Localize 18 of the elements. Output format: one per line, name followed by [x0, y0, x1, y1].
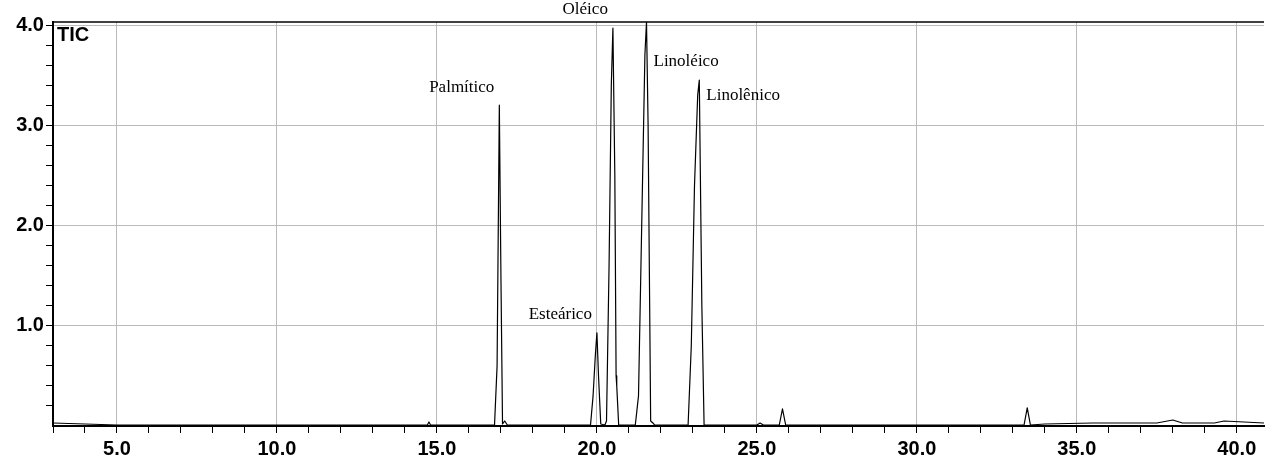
chart-title: TIC: [57, 22, 90, 45]
y-tick-label: 2.0: [16, 213, 44, 236]
x-tick-label: 5.0: [103, 436, 131, 459]
annotation: Linoléico: [653, 51, 719, 71]
y-tick-label: 1.0: [16, 313, 44, 336]
y-tick-label: 3.0: [16, 112, 44, 135]
x-tick-label: 30.0: [897, 436, 937, 459]
x-tick-label: 15.0: [417, 436, 457, 459]
x-tick-label: 35.0: [1057, 436, 1097, 459]
annotation: Esteárico: [528, 304, 592, 324]
annotation: Oléico: [562, 0, 608, 19]
annotation: Linolênico: [706, 84, 780, 104]
annotation: Palmítico: [429, 76, 495, 96]
x-tick-label: 25.0: [737, 436, 777, 459]
x-tick-label: 20.0: [577, 436, 617, 459]
y-tick-label: 4.0: [16, 12, 44, 35]
x-tick-label: 10.0: [257, 436, 297, 459]
x-tick-label: 40.0: [1217, 436, 1257, 459]
